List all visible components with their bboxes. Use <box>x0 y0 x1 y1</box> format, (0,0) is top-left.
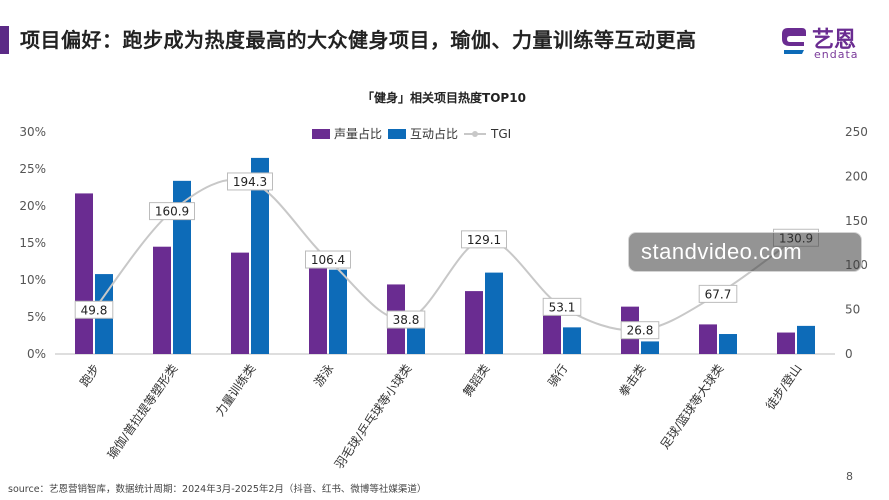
left-tick-label: 20% <box>19 199 46 213</box>
legend-label: 声量占比 <box>334 126 382 141</box>
right-tick-label: 150 <box>845 214 868 228</box>
tgi-label-box <box>542 297 582 316</box>
tgi-data-label: 160.9 <box>155 205 189 219</box>
bar-interaction-share <box>251 157 269 354</box>
legend-swatch <box>312 129 330 139</box>
right-tick-label: 0 <box>845 347 853 361</box>
left-tick-label: 0% <box>27 347 46 361</box>
left-tick-label: 30% <box>19 125 46 139</box>
right-tick-label: 200 <box>845 169 868 183</box>
bar-interaction-share <box>563 327 581 354</box>
tgi-data-label: 26.8 <box>627 324 654 338</box>
bar-voice-share <box>699 324 717 354</box>
watermark-text: standvideo.com <box>641 239 803 264</box>
bar-voice-share <box>465 291 483 354</box>
legend-label: TGI <box>490 127 511 141</box>
chart-title: 「健身」相关项目热度TOP10 <box>362 90 526 105</box>
category-label: 羽毛球/乒乓球等小球类 <box>332 362 415 472</box>
tgi-label-box <box>305 250 351 269</box>
logo-name: 艺恩 <box>812 28 857 53</box>
category-label: 力量训练类 <box>212 361 259 419</box>
bar-interaction-share <box>485 272 503 354</box>
left-tick-label: 5% <box>27 310 46 324</box>
watermark: standvideo.com <box>628 232 862 272</box>
tgi-data-label: 129.1 <box>467 233 501 247</box>
category-label: 徒步/登山 <box>762 361 804 412</box>
tgi-data-label: 38.8 <box>393 313 420 327</box>
tgi-data-label: 49.8 <box>81 303 108 317</box>
tgi-label-box <box>461 230 507 249</box>
tgi-line <box>93 178 797 332</box>
left-tick-label: 15% <box>19 236 46 250</box>
tgi-data-label: 106.4 <box>311 253 345 267</box>
page-number: 8 <box>846 470 853 483</box>
category-label: 跑步 <box>77 362 102 390</box>
bar-voice-share <box>309 267 327 354</box>
tgi-data-label: 194.3 <box>233 175 267 189</box>
page-title: 项目偏好：跑步成为热度最高的大众健身项目，瑜伽、力量训练等互动更高 <box>20 28 697 52</box>
tgi-label-box <box>620 321 660 340</box>
category-label: 足球/篮球等大球类 <box>657 361 727 452</box>
bar-voice-share <box>231 252 249 354</box>
legend-line-marker <box>472 131 478 137</box>
tgi-data-label: 67.7 <box>705 287 732 301</box>
tgi-label-box <box>74 300 114 319</box>
left-tick-label: 10% <box>19 273 46 287</box>
category-label: 拳击类 <box>616 361 649 399</box>
legend-swatch <box>388 129 406 139</box>
right-tick-label: 50 <box>845 303 860 317</box>
bar-interaction-share <box>719 334 737 354</box>
tgi-label-box <box>227 172 273 191</box>
bar-interaction-share <box>797 325 815 354</box>
bar-interaction-share <box>173 180 191 354</box>
bar-voice-share <box>153 246 171 354</box>
category-label: 游泳 <box>311 362 336 390</box>
endata-logo: 艺恩 endata <box>778 22 883 64</box>
category-label: 骑行 <box>545 362 570 390</box>
tgi-label-box <box>698 284 738 303</box>
bar-interaction-share <box>641 341 659 354</box>
right-tick-label: 250 <box>845 125 868 139</box>
endata-logo-icon <box>782 28 806 54</box>
title-accent-bar <box>0 26 9 54</box>
logo-subtitle: endata <box>814 48 859 61</box>
category-label: 舞蹈类 <box>460 362 492 400</box>
tgi-data-label: 53.1 <box>549 300 576 314</box>
bar-interaction-share <box>329 269 347 354</box>
source-note: source：艺恩营销智库，数据统计周期：2024年3月-2025年2月（抖音、… <box>8 484 427 495</box>
bar-interaction-share <box>407 327 425 354</box>
legend-label: 互动占比 <box>410 126 458 141</box>
left-tick-label: 25% <box>19 162 46 176</box>
category-label: 瑜伽/普拉提等塑形类 <box>104 361 181 461</box>
tgi-label-box <box>386 310 426 329</box>
bar-voice-share <box>777 332 795 354</box>
bar-voice-share <box>75 193 93 354</box>
tgi-label-box <box>149 202 195 221</box>
